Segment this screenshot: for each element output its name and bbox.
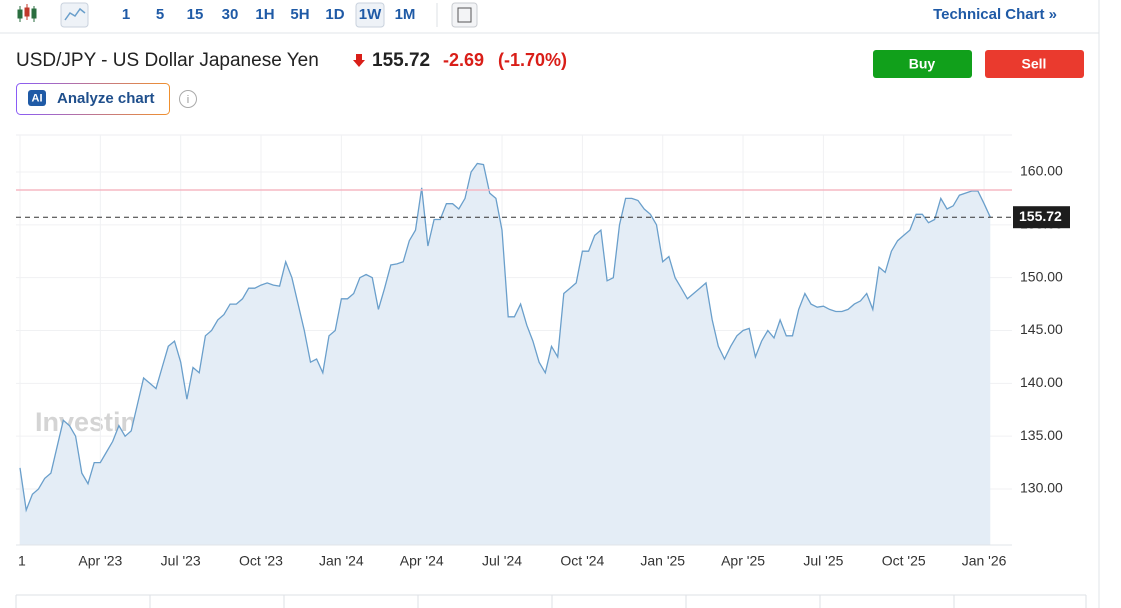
- x-tick-label: Jul '25: [803, 553, 843, 569]
- x-tick-label: Jan '24: [319, 553, 364, 569]
- interval-button[interactable]: 1W: [359, 6, 382, 23]
- y-tick-label: 130.00: [1020, 480, 1063, 496]
- layout-icon[interactable]: [451, 2, 478, 28]
- down-arrow: [353, 54, 365, 67]
- layout-icon-frame: [457, 7, 472, 23]
- area-fill: [20, 163, 991, 545]
- y-tick-label: 160.00: [1020, 163, 1063, 179]
- interval-button[interactable]: 1: [122, 6, 130, 23]
- interval-button[interactable]: 1D: [325, 6, 344, 23]
- interval-button[interactable]: 15: [187, 6, 204, 23]
- instrument-title: USD/JPY - US Dollar Japanese Yen: [16, 50, 319, 71]
- analyze-button[interactable]: [16, 83, 170, 115]
- candle-icon[interactable]: [17, 4, 37, 22]
- price-line: [19, 162, 991, 513]
- x-tick-label: Jan '25: [640, 553, 685, 569]
- x-tick-label: Jul '24: [482, 553, 522, 569]
- y-tick-label: 150.00: [1020, 268, 1063, 284]
- ai-badge-text: AI: [32, 92, 43, 104]
- sell-button[interactable]: [985, 50, 1084, 78]
- info-icon[interactable]: [179, 90, 197, 108]
- buy-label: Buy: [909, 56, 936, 72]
- interval-button[interactable]: 30: [222, 6, 239, 23]
- interval-button[interactable]: 5: [156, 6, 164, 23]
- change-percent: (-1.70%): [498, 50, 567, 70]
- technical-chart-link[interactable]: Technical Chart »: [933, 6, 1057, 23]
- ai-badge: [28, 90, 46, 106]
- x-tick-label: Jan '26: [962, 553, 1007, 569]
- y-tick-label: 135.00: [1020, 427, 1063, 443]
- y-tick-label: 140.00: [1020, 374, 1063, 390]
- x-tick-label: 1: [18, 553, 26, 569]
- price: 155.72: [372, 50, 430, 71]
- interval-button[interactable]: 5H: [290, 6, 309, 23]
- buy-button[interactable]: [873, 50, 972, 78]
- table-dividers: [15, 595, 1087, 608]
- x-tick-label: Oct '25: [882, 553, 926, 569]
- y-tick-label: 145.00: [1020, 321, 1063, 337]
- last-price-label: 155.72: [1019, 208, 1062, 224]
- active-interval-box: [355, 2, 385, 28]
- info-i: i: [187, 94, 189, 106]
- interval-button[interactable]: 1M: [395, 6, 416, 23]
- sell-label: Sell: [1022, 56, 1047, 72]
- x-tick-label: Oct '24: [560, 553, 604, 569]
- x-tick-label: Jul '23: [161, 553, 201, 569]
- x-tick-label: Apr '25: [721, 553, 765, 569]
- change: -2.69: [443, 50, 484, 70]
- area-icon-line: [64, 7, 86, 21]
- analyze-label: Analyze chart: [57, 90, 155, 107]
- x-tick-label: Apr '23: [78, 553, 122, 569]
- x-tick-label: Oct '23: [239, 553, 283, 569]
- x-tick-label: Apr '24: [400, 553, 444, 569]
- last-price-box: [1013, 206, 1070, 229]
- interval-button[interactable]: 1H: [255, 6, 274, 23]
- chart: Investing.com130.00135.00140.00145.00150…: [16, 135, 1070, 569]
